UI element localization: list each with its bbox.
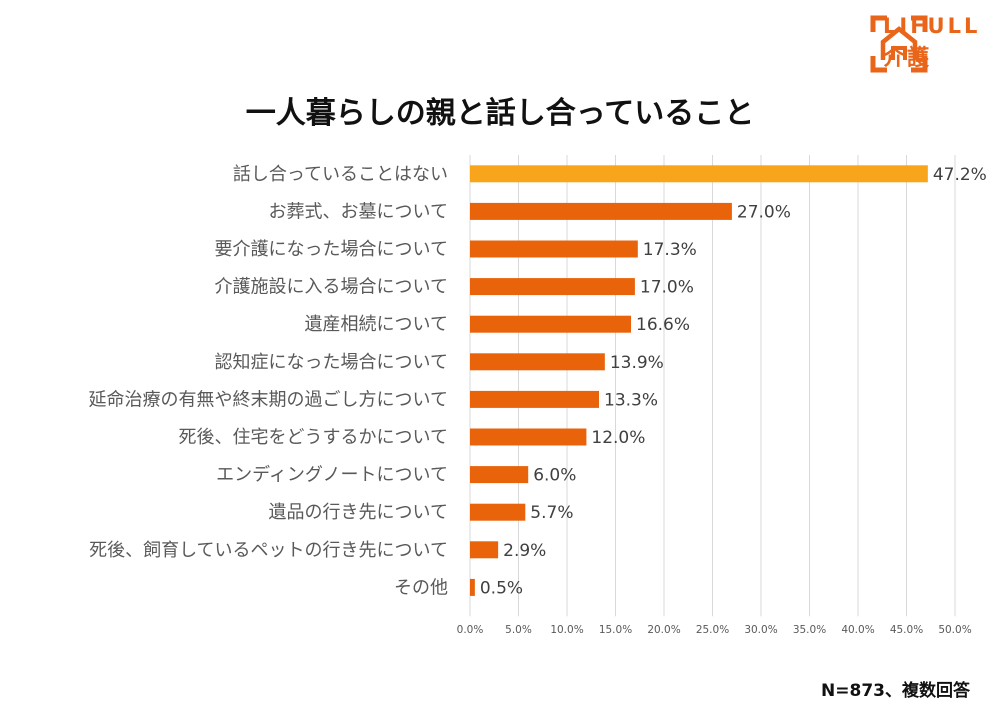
bar: [470, 428, 587, 446]
value-label: 0.5%: [480, 578, 523, 598]
category-label: 認知症になった場合について: [215, 352, 448, 373]
value-label: 2.9%: [503, 541, 546, 561]
brand-name: LIFULL: [883, 14, 981, 38]
value-label: 27.0%: [737, 202, 791, 222]
x-tick-label: 40.0%: [841, 624, 874, 636]
bar: [470, 466, 529, 484]
x-tick-label: 35.0%: [793, 624, 826, 636]
category-label: 話し合っていることはない: [233, 164, 448, 185]
x-tick-label: 20.0%: [647, 624, 680, 636]
bar: [470, 390, 600, 408]
value-label: 47.2%: [933, 165, 987, 185]
value-label: 16.6%: [636, 315, 690, 335]
bar: [470, 202, 732, 220]
sample-note: N=873、複数回答: [821, 681, 970, 701]
category-label: 遺産相続について: [305, 314, 448, 335]
bar: [470, 278, 635, 296]
value-label: 17.0%: [640, 278, 694, 298]
category-label: 死後、住宅をどうするかについて: [179, 427, 448, 448]
category-label: エンディングノートについて: [216, 465, 448, 486]
x-tick-label: 30.0%: [744, 624, 777, 636]
bar: [470, 240, 638, 258]
brand-subtitle: 介護: [883, 46, 932, 71]
value-label: 6.0%: [533, 466, 576, 486]
value-label: 13.9%: [610, 353, 664, 373]
bar: [470, 353, 605, 371]
brand-logo-icon: [870, 15, 928, 73]
x-tick-label: 5.0%: [505, 624, 532, 636]
bar: [470, 165, 928, 183]
category-label: その他: [394, 577, 448, 598]
bar: [470, 541, 499, 559]
category-label: 介護施設に入る場合について: [215, 277, 448, 298]
x-tick-label: 0.0%: [457, 624, 484, 636]
x-tick-label: 50.0%: [938, 624, 971, 636]
x-tick-label: 10.0%: [550, 624, 583, 636]
value-label: 13.3%: [604, 390, 658, 410]
category-label: お葬式、お墓について: [269, 201, 448, 222]
x-tick-label: 15.0%: [599, 624, 632, 636]
x-tick-label: 25.0%: [696, 624, 729, 636]
bar: [470, 578, 475, 596]
category-label: 死後、飼育しているペットの行き先について: [89, 540, 448, 561]
category-label: 延命治療の有無や終末期の過ごし方について: [89, 389, 448, 410]
bar: [470, 315, 632, 333]
bar: [470, 503, 526, 521]
category-label: 要介護になった場合について: [215, 239, 448, 260]
category-label: 遺品の行き先について: [269, 502, 448, 523]
value-label: 12.0%: [591, 428, 645, 448]
chart-title: 一人暮らしの親と話し合っていること: [245, 96, 755, 131]
value-label: 5.7%: [530, 503, 573, 523]
value-label: 17.3%: [643, 240, 697, 260]
x-tick-label: 45.0%: [890, 624, 923, 636]
